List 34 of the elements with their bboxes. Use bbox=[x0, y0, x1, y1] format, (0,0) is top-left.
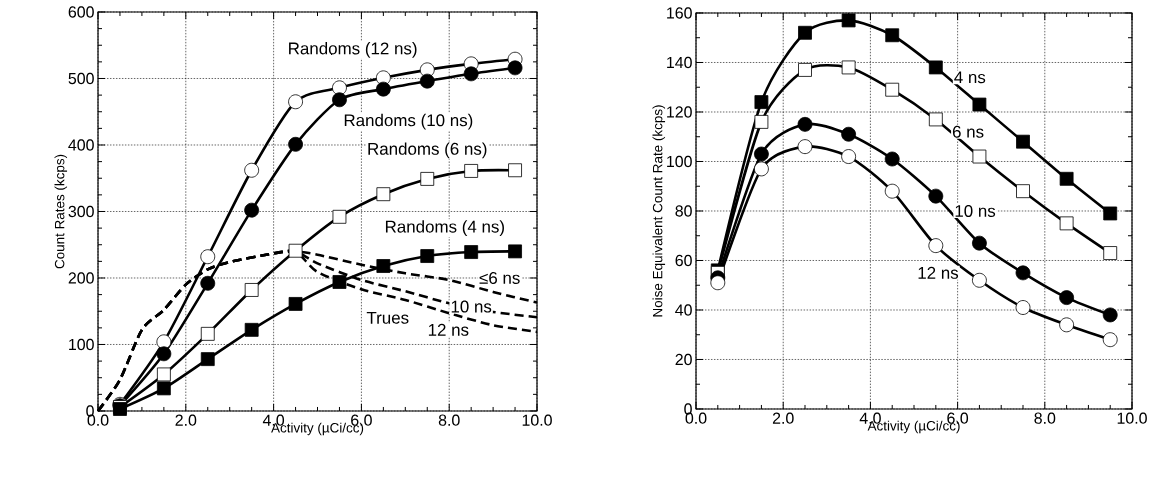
series-label: Randoms (12 ns) bbox=[289, 42, 417, 58]
y-tick-label: 500 bbox=[68, 72, 94, 85]
annotation: 10 ns bbox=[955, 204, 996, 217]
series-label: Randoms (10 ns) bbox=[344, 113, 473, 130]
annotation: ≤6 ns bbox=[479, 271, 520, 284]
annotation: 12 ns bbox=[918, 266, 959, 279]
y-tick-label: 600 bbox=[68, 6, 94, 18]
y-tick-label: 100 bbox=[69, 338, 94, 351]
x-tick-label: 8.0 bbox=[438, 414, 460, 426]
x-tick-label: 8.0 bbox=[1034, 412, 1056, 424]
annotation: Trues bbox=[366, 311, 409, 324]
y-tick-label: 300 bbox=[68, 205, 94, 218]
annotation: 12 ns bbox=[428, 323, 469, 336]
x-tick-label: 10.0 bbox=[522, 414, 552, 426]
annotation: 6 ns bbox=[952, 125, 984, 138]
y-tick-label: 80 bbox=[675, 205, 692, 217]
x-tick-label: 2.0 bbox=[175, 414, 197, 426]
y-tick-label: 400 bbox=[68, 139, 94, 151]
x-tick-label: 2.0 bbox=[772, 412, 794, 424]
y-tick-label: 60 bbox=[675, 254, 692, 267]
y-tick-label: 20 bbox=[675, 353, 692, 366]
annotation: 4 ns bbox=[954, 71, 986, 84]
legend-label: Randoms (4 ns) bbox=[385, 220, 504, 236]
y-tick-label: 40 bbox=[675, 304, 692, 316]
y-axis-title: Noise Equivalent Count Rate (kcps) bbox=[652, 105, 666, 317]
y-tick-label: 120 bbox=[667, 106, 692, 118]
y-tick-label: 100 bbox=[667, 155, 692, 168]
y-tick-label: 140 bbox=[667, 56, 692, 69]
y-axis-title: Count Rates (kcps) bbox=[54, 154, 68, 269]
y-tick-label: 160 bbox=[667, 7, 692, 19]
annotation: 10 ns bbox=[451, 300, 492, 313]
y-tick-label: 200 bbox=[68, 272, 94, 284]
x-tick-label: 10.0 bbox=[1117, 412, 1147, 424]
series-label: Randoms (6 ns) bbox=[368, 142, 487, 159]
